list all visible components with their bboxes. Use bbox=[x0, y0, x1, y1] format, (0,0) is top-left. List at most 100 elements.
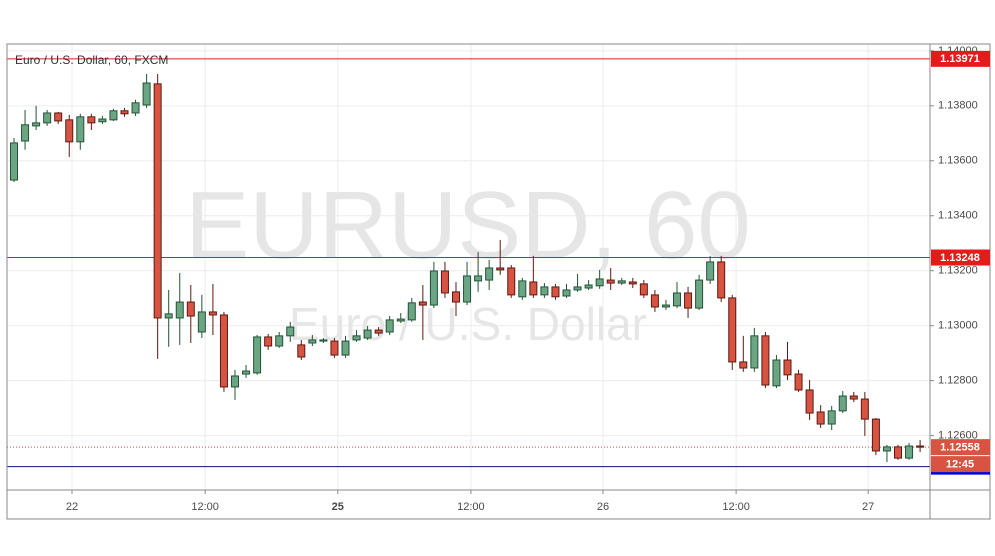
candle-body bbox=[673, 292, 681, 307]
candle-body bbox=[65, 119, 74, 143]
candle-body bbox=[750, 335, 759, 369]
y-tick-label: 1.13000 bbox=[938, 320, 978, 332]
candle-body bbox=[661, 304, 670, 308]
candle-body bbox=[330, 340, 339, 356]
candle-body bbox=[76, 116, 85, 143]
y-tick-label: 1.13400 bbox=[938, 210, 978, 222]
x-tick-label: 27 bbox=[862, 501, 874, 513]
candle-body bbox=[264, 336, 273, 347]
candle-body bbox=[120, 110, 129, 115]
line-label-box bbox=[931, 249, 990, 266]
candle-body bbox=[761, 335, 770, 386]
candle-body bbox=[706, 261, 715, 281]
candle-body bbox=[363, 329, 372, 339]
candle-body bbox=[32, 122, 41, 127]
line-label-box bbox=[931, 50, 990, 67]
candle-body bbox=[606, 279, 615, 284]
candle-body bbox=[352, 335, 361, 341]
candle-body bbox=[463, 275, 472, 303]
candle-body bbox=[385, 319, 394, 333]
candle-body bbox=[275, 335, 284, 347]
candle-body bbox=[87, 116, 96, 124]
candle-body bbox=[894, 446, 902, 459]
y-tick-label: 1.13200 bbox=[938, 265, 978, 277]
y-tick-label: 1.12800 bbox=[938, 375, 978, 387]
candle-body bbox=[253, 336, 262, 374]
candle-body bbox=[860, 398, 869, 420]
candle-body bbox=[109, 110, 118, 121]
frame bbox=[6, 43, 991, 520]
candle-body bbox=[584, 284, 593, 289]
candle-body bbox=[507, 267, 516, 296]
last-price-label-box bbox=[931, 439, 990, 456]
candle-body bbox=[308, 339, 317, 344]
line-label: 1.13971 bbox=[940, 53, 980, 65]
candle-body bbox=[164, 313, 173, 319]
candle-body bbox=[208, 311, 217, 316]
candle-body bbox=[827, 410, 836, 425]
candle-body bbox=[43, 112, 52, 124]
candle-body bbox=[684, 292, 693, 309]
candle-body bbox=[650, 294, 659, 308]
candle-body bbox=[805, 389, 814, 414]
y-tick-label: 1.13600 bbox=[938, 155, 978, 167]
last-price-label: 1.12558 bbox=[940, 442, 980, 454]
candle-body bbox=[452, 291, 460, 303]
candle-body bbox=[474, 275, 483, 282]
candle-body bbox=[197, 311, 206, 333]
candle-body bbox=[175, 301, 184, 319]
candle-body bbox=[617, 280, 626, 284]
x-tick-label: 12:00 bbox=[722, 501, 750, 513]
candle-body bbox=[816, 411, 825, 425]
candle-body bbox=[131, 102, 140, 114]
candle-body bbox=[871, 418, 880, 452]
candle-body bbox=[297, 344, 306, 358]
candle-body bbox=[10, 142, 18, 181]
candle-body bbox=[142, 82, 151, 106]
candle-body bbox=[396, 318, 405, 322]
candle-body bbox=[518, 280, 527, 298]
candle-body bbox=[286, 326, 295, 337]
candle-body bbox=[772, 359, 781, 387]
candle-body bbox=[219, 314, 228, 388]
candle-body bbox=[418, 301, 427, 306]
line-label: 1.13248 bbox=[940, 252, 980, 264]
candle-body bbox=[341, 340, 350, 356]
plot-area bbox=[7, 58, 930, 468]
candle-body bbox=[153, 83, 162, 319]
x-tick-label: 22 bbox=[66, 501, 78, 513]
candle-body bbox=[529, 281, 538, 296]
candle-body bbox=[485, 267, 494, 281]
countdown-label-box bbox=[931, 456, 990, 473]
candle-body bbox=[628, 281, 637, 285]
y-tick-label: 1.12600 bbox=[938, 429, 978, 441]
x-tick-label: 25 bbox=[332, 501, 344, 513]
candle-body bbox=[186, 301, 195, 317]
candle-body bbox=[717, 261, 726, 299]
candle-body bbox=[905, 445, 914, 459]
candle-body bbox=[595, 278, 604, 287]
candle-body bbox=[540, 286, 549, 296]
candle-body bbox=[551, 286, 560, 298]
axes: 1.12600 1.12800 1.13000 1.13200 1.13400 1.136… bbox=[66, 45, 978, 513]
candle-body bbox=[562, 289, 571, 297]
candle-body bbox=[231, 375, 239, 388]
candle-body bbox=[429, 270, 438, 306]
candle-body bbox=[496, 267, 505, 271]
candle-body bbox=[21, 124, 30, 142]
candle-body bbox=[374, 329, 383, 334]
watermark: EURUSD, 60 bbox=[185, 172, 751, 279]
candle-body bbox=[319, 339, 328, 342]
candle-body bbox=[573, 286, 582, 291]
countdown-label: 12:45 bbox=[946, 459, 974, 471]
candle-body bbox=[849, 395, 858, 400]
candle-body bbox=[916, 445, 925, 448]
candle-body bbox=[54, 112, 63, 122]
candle-body bbox=[838, 395, 847, 412]
candle-body bbox=[242, 370, 251, 375]
candle-body bbox=[882, 446, 891, 452]
grid bbox=[7, 44, 930, 490]
candle-body bbox=[783, 359, 792, 376]
